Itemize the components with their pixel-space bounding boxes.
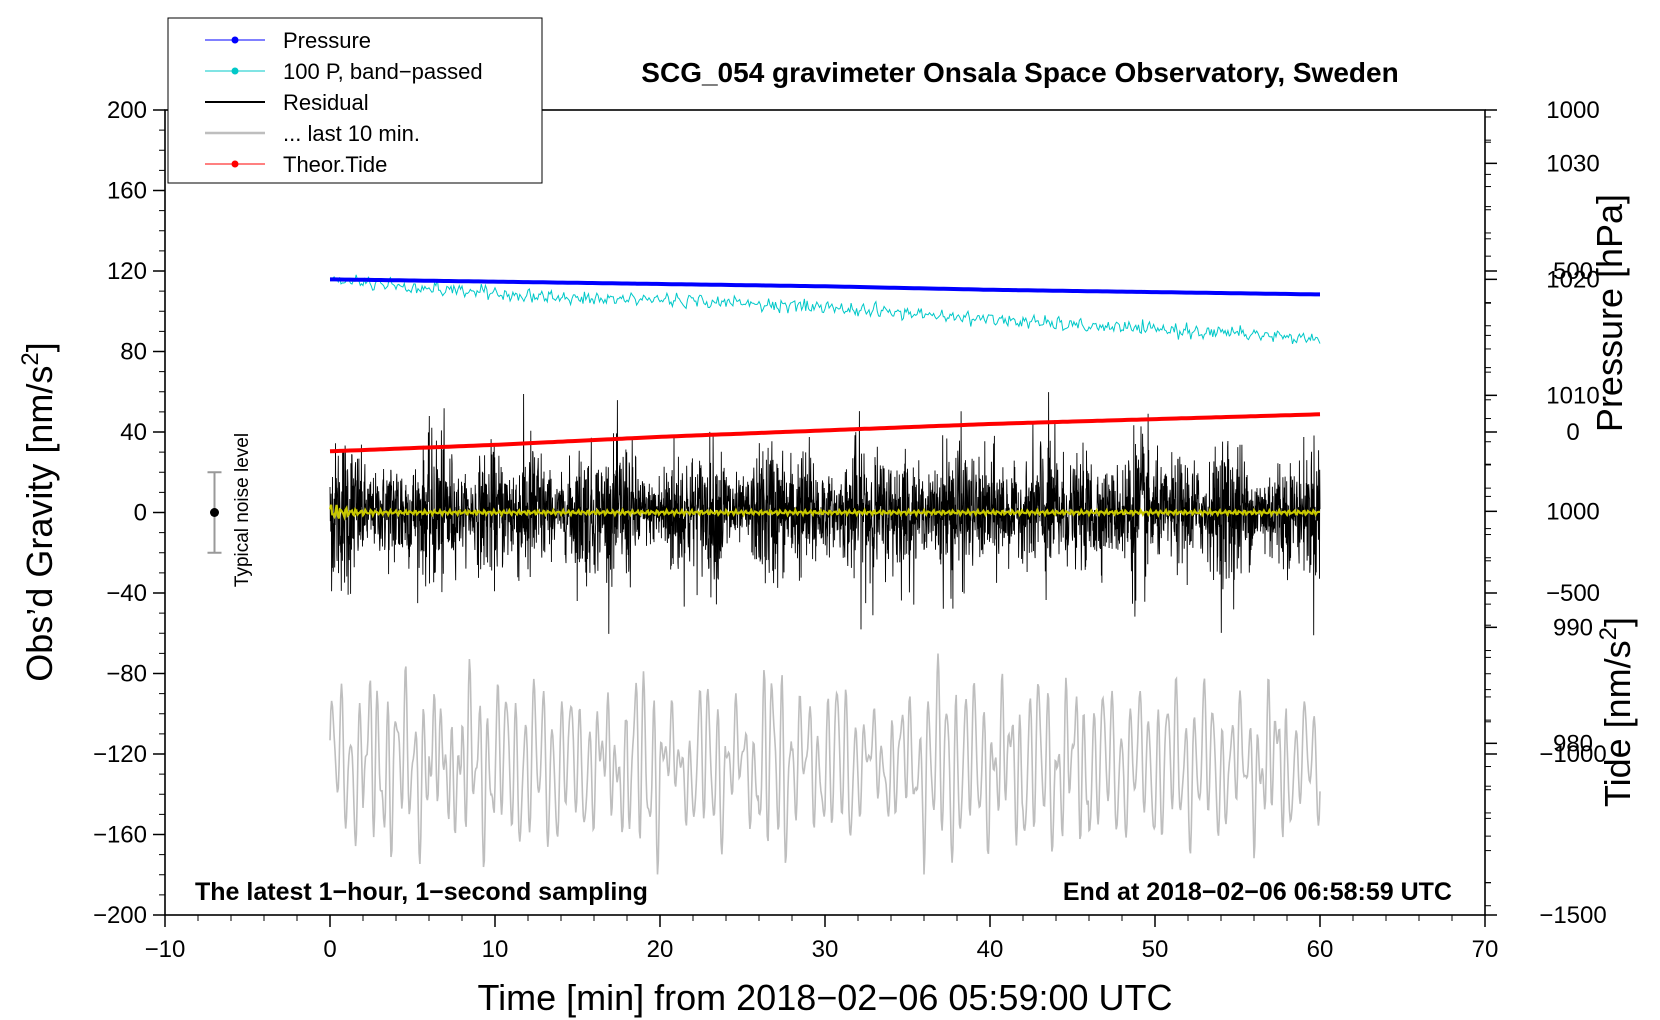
legend-items: Pressure 100 P, band−passed Residual ... la…	[205, 28, 483, 177]
legend: Pressure 100 P, band−passed Residual ... la…	[167, 17, 543, 184]
tide-tick-label: 500	[1553, 258, 1593, 285]
ticks-layer: −10 0 10 20 30 40 50 60 7020016012080400−40−80−1…	[93, 97, 1607, 963]
series-last-10-min	[329, 653, 1321, 875]
chart-title: SCG_054 gravimeter Onsala Space Observat…	[641, 57, 1398, 88]
series-residual-smoothed	[328, 504, 1321, 521]
plot-frame	[164, 109, 1486, 916]
noise-dot	[210, 508, 219, 517]
legend-box	[167, 17, 543, 184]
series-layer	[328, 274, 1321, 875]
series-band-passed	[329, 274, 1321, 345]
y-tick-label-left: 160	[107, 178, 147, 205]
legend-label: Pressure	[283, 28, 371, 53]
x-tick-label: 30	[812, 936, 839, 963]
series-residual	[329, 392, 1321, 636]
x-tick-label: −10	[145, 936, 186, 963]
y-axis-label-tide: Tide [nm/s2]	[1595, 617, 1638, 807]
tide-tick-label: −500	[1546, 580, 1600, 607]
legend-item: ... last 10 min.	[205, 121, 420, 146]
x-tick-label: 50	[1142, 936, 1169, 963]
x-tick-label: 60	[1307, 936, 1334, 963]
y-tick-label-left: −200	[93, 902, 147, 929]
noise-level-indicator: Typical noise level	[207, 433, 253, 587]
pressure-tick-label: 1030	[1546, 150, 1599, 177]
series-theor-tide	[329, 412, 1321, 454]
pressure-tick-label: 990	[1553, 614, 1593, 641]
x-tick-label: 0	[323, 936, 336, 963]
y-tick-label-left: 120	[107, 258, 147, 285]
pressure-tick-label: 1010	[1546, 382, 1599, 409]
legend-swatch-dot	[231, 67, 239, 75]
y-tick-label-left: 40	[120, 419, 147, 446]
y-tick-label-left: 0	[134, 500, 147, 527]
tide-tick-label: −1000	[1539, 741, 1606, 768]
legend-label: Residual	[283, 90, 369, 115]
legend-label: Theor.Tide	[283, 152, 387, 177]
x-tick-label: 10	[482, 936, 509, 963]
x-tick-label: 40	[977, 936, 1004, 963]
tide-tick-label: 0	[1566, 419, 1579, 446]
pressure-tick-label: 980	[1553, 730, 1593, 757]
x-axis-label: Time [min] from 2018−02−06 05:59:00 UTC	[477, 977, 1172, 1018]
legend-item: 100 P, band−passed	[205, 59, 483, 84]
y-tick-label-left: −120	[93, 741, 147, 768]
legend-swatch-dot	[231, 160, 239, 168]
x-tick-label: 70	[1472, 936, 1499, 963]
note-right: End at 2018−02−06 06:58:59 UTC	[1063, 878, 1452, 906]
y-axis-label-left: Obs’d Gravity [nm/s2]	[17, 342, 60, 681]
legend-item: Theor.Tide	[205, 152, 387, 177]
legend-label: 100 P, band−passed	[283, 59, 483, 84]
legend-item: Residual	[205, 90, 369, 115]
pressure-tick-label: 1000	[1546, 498, 1599, 525]
y-tick-label-left: −80	[106, 661, 147, 688]
pressure-tick-label: 1020	[1546, 266, 1599, 293]
series-pressure	[330, 277, 1320, 297]
y-tick-label-left: 80	[120, 339, 147, 366]
note-left: The latest 1−hour, 1−second sampling	[195, 878, 648, 906]
noise-label: Typical noise level	[232, 433, 253, 587]
legend-label: ... last 10 min.	[283, 121, 420, 146]
x-tick-label: 20	[647, 936, 674, 963]
tide-tick-label: 1000	[1546, 97, 1599, 124]
legend-swatch-dot	[231, 36, 239, 44]
tide-tick-label: −1500	[1539, 902, 1606, 929]
y-tick-label-left: 200	[107, 97, 147, 124]
y-axis-label-pressure: Pressure [hPa]	[1589, 194, 1630, 432]
y-tick-label-left: −160	[93, 822, 147, 849]
legend-item: Pressure	[205, 28, 371, 53]
y-tick-label-left: −40	[106, 580, 147, 607]
